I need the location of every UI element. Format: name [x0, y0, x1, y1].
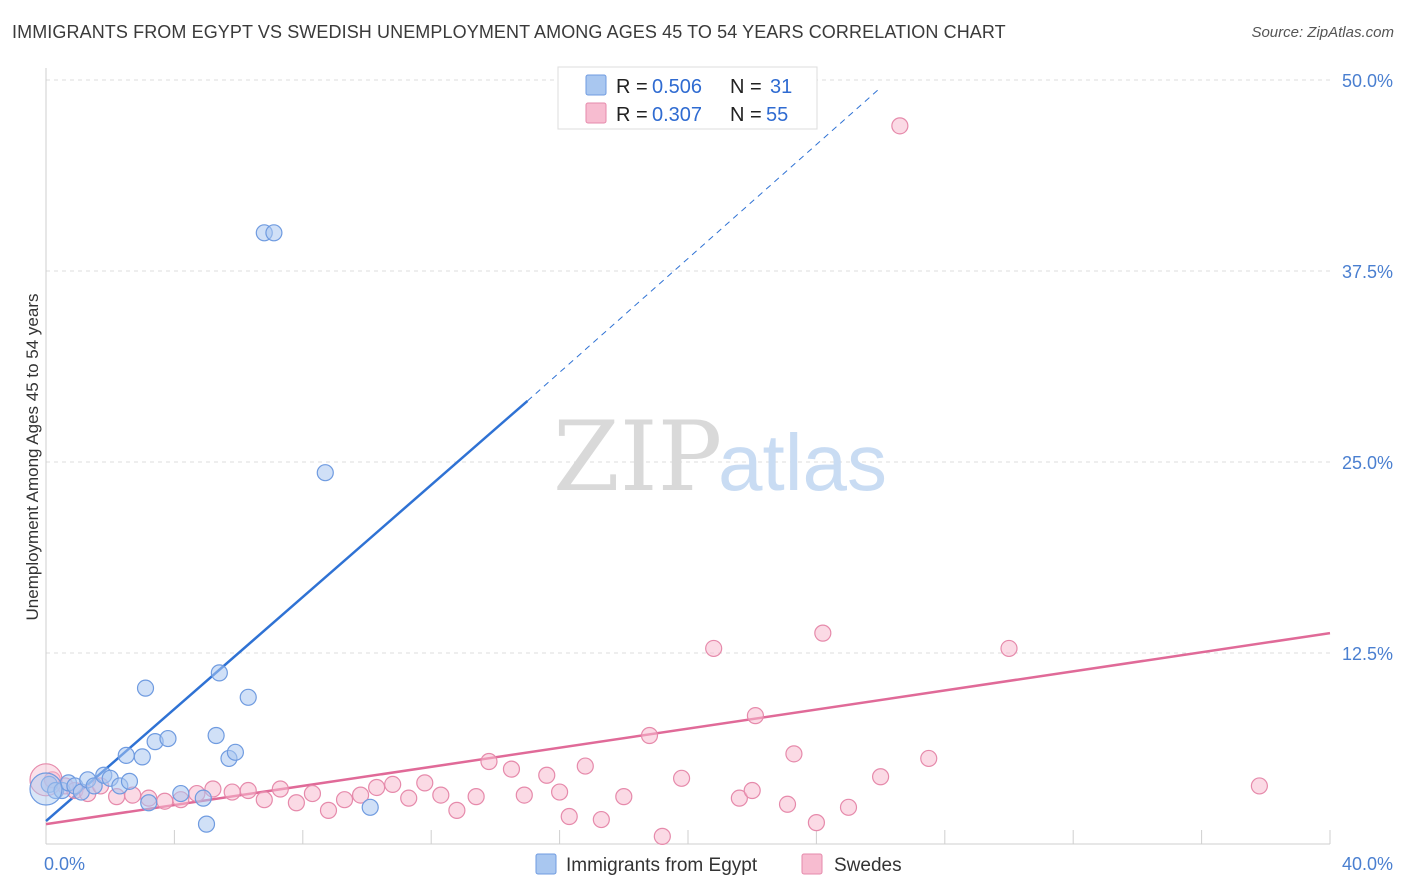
swedes-point [592, 810, 610, 829]
swedes-point [1250, 777, 1268, 795]
y-tick-labels: 12.5% 25.0% 37.5% 50.0% [1342, 71, 1393, 664]
swedes-point [705, 639, 723, 658]
watermark-atlas: atlas [718, 418, 887, 507]
swedes-point [560, 807, 578, 826]
swedes-point [920, 749, 938, 768]
egypt-point [194, 789, 212, 807]
swedes-point [467, 788, 485, 806]
swedes-point [743, 781, 761, 800]
egypt-point [239, 688, 257, 706]
y-tick-label: 25.0% [1342, 453, 1393, 473]
legend-n-value-swedes: 55 [766, 104, 788, 126]
swedes-point [255, 791, 273, 809]
legend-swatch-swedes [585, 102, 607, 124]
egypt-point [120, 772, 139, 790]
legend-n-label-egypt: N = [730, 76, 762, 98]
egypt-point [265, 224, 283, 242]
legend-r-label-egypt: R = [616, 76, 648, 98]
legend-r-value-swedes: 0.307 [652, 104, 702, 126]
bottom-legend-label-swedes: Swedes [834, 855, 902, 876]
source-label: Source: ZipAtlas.com [1251, 24, 1394, 41]
egypt-point [207, 726, 225, 745]
swedes-point [384, 775, 402, 794]
swedes-point [502, 760, 521, 778]
grid-lines [46, 79, 1330, 654]
swedes-point [807, 814, 826, 832]
swedes-point [271, 780, 289, 798]
swedes-point [156, 792, 174, 810]
bottom-legend-swatch-swedes [801, 853, 823, 875]
bottom-legend-label-egypt: Immigrants from Egypt [566, 855, 758, 876]
egypt-point [117, 746, 135, 764]
egypt-point [197, 815, 216, 833]
swedes-point [448, 801, 466, 819]
egypt-point [210, 664, 228, 682]
swedes-point [785, 745, 803, 763]
swedes-point [400, 789, 418, 807]
swedes-point [672, 769, 691, 787]
swedes-point [538, 766, 556, 784]
chart-title: IMMIGRANTS FROM EGYPT VS SWEDISH UNEMPLO… [12, 22, 1006, 42]
swedes-point [223, 783, 241, 801]
legend-n-label-swedes: N = [730, 104, 762, 126]
swedes-point [1000, 639, 1018, 658]
swedes-point [287, 794, 305, 812]
swedes-point [351, 786, 370, 804]
swedes-point [303, 784, 322, 803]
egypt-point [361, 798, 379, 816]
egypt-point [159, 729, 177, 748]
bottom-legend-swatch-egypt [535, 853, 557, 875]
swedes-point [778, 795, 797, 813]
swedes-point [368, 778, 386, 797]
legend-n-value-egypt: 31 [770, 76, 792, 98]
legend-r-label-swedes: R = [616, 104, 648, 126]
egypt-point [29, 772, 63, 806]
swedes-point [615, 788, 633, 806]
trend-extension-0 [527, 87, 881, 402]
swedes-point [432, 786, 450, 804]
x-tick-label-min: 0.0% [44, 854, 85, 874]
watermark-zip: ZIP [553, 401, 722, 513]
x-tick-labels: 0.0% 40.0% [44, 854, 1393, 874]
x-tick-label-max: 40.0% [1342, 854, 1393, 874]
egypt-point [226, 743, 244, 761]
swedes-point [640, 726, 659, 745]
y-tick-label: 50.0% [1342, 71, 1393, 91]
swedes-point [839, 798, 858, 816]
egypt-point [140, 794, 158, 812]
swedes-point [515, 786, 533, 804]
swedes-point [653, 827, 671, 845]
egypt-point [316, 464, 334, 482]
swedes-point [814, 624, 832, 642]
swedes-point [239, 781, 257, 800]
swedes-point [335, 791, 354, 809]
y-tick-label: 12.5% [1342, 644, 1393, 664]
legend-box: R = 0.506 N = 31 R = 0.307 N = 55 [557, 66, 818, 130]
axes [45, 68, 1331, 845]
y-axis-label: Unemployment Among Ages 45 to 54 years [23, 294, 42, 621]
egypt-point [85, 777, 103, 795]
data-points [29, 117, 1268, 845]
swedes-point [416, 774, 434, 792]
y-tick-label: 37.5% [1342, 262, 1393, 282]
legend-r-value-egypt: 0.506 [652, 76, 702, 98]
swedes-point [746, 707, 765, 725]
swedes-point [319, 801, 338, 819]
swedes-point [576, 757, 594, 775]
swedes-point [480, 752, 498, 771]
bottom-legend: Immigrants from Egypt Swedes [535, 853, 902, 876]
swedes-point [891, 117, 909, 135]
egypt-point [172, 784, 190, 803]
swedes-point [871, 768, 890, 786]
egypt-point [136, 679, 155, 697]
legend-swatch-egypt [585, 74, 607, 96]
swedes-point [730, 789, 748, 807]
swedes-point [550, 783, 569, 801]
egypt-point [133, 748, 151, 766]
